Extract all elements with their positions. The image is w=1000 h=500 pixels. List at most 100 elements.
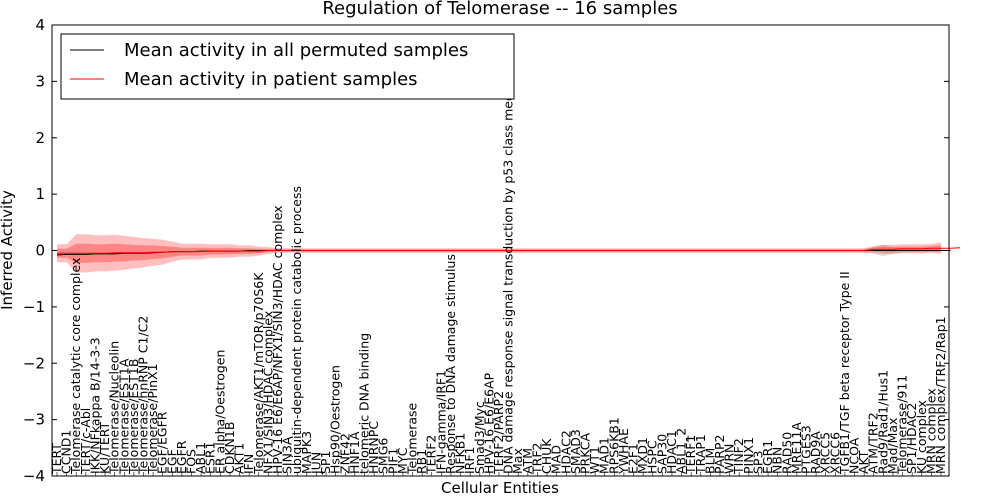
y-tick-label: −1 — [23, 298, 45, 316]
x-tick-label: ubiquitin-dependent protein catabolic pr… — [289, 186, 304, 474]
x-tick-label: XRCC5 — [818, 432, 833, 474]
x-tick-label: SIN3A — [280, 436, 295, 474]
x-tick-label: WT1 — [587, 446, 602, 474]
x-tick-label: SAP30 — [654, 434, 669, 474]
plot-area — [56, 234, 961, 273]
x-tick-label: ATM — [520, 448, 535, 474]
x-tick-label: EGF — [164, 449, 179, 474]
x-tick-label: HPV-16 E6/E6AP — [481, 372, 496, 474]
x-tick-label: MRN complex/TRF2/Rap1 — [933, 316, 948, 474]
x-tick-label: EGF/EGFR — [155, 411, 170, 474]
legend-box — [60, 33, 515, 100]
x-tick-label: Mad/Max — [885, 418, 900, 474]
x-tick-label: SP1/HDAC2 — [904, 403, 919, 474]
x-tick-label: JUN — [308, 452, 323, 475]
x-tick-label: XRCC6 — [827, 432, 842, 474]
x-tick-label: Telomerase/Nucleolin — [107, 341, 122, 475]
x-tick-label: RAD9A — [808, 431, 823, 474]
x-tick-label: SMG6 — [376, 438, 391, 474]
x-tick-label: IFN — [241, 454, 256, 474]
x-tick-label: MXD1 — [635, 437, 650, 474]
legend-label-permuted: Mean activity in all permuted samples — [124, 40, 468, 61]
x-tick-label: RB1 — [414, 449, 429, 474]
x-tick-label: DNA damage response signal transduction … — [501, 63, 516, 474]
x-tick-label: CCND1 — [59, 430, 74, 474]
x-tick-label: NBN — [770, 447, 785, 474]
x-tick-label: HDAC2 — [558, 430, 573, 474]
x-tick-label: ESR1 — [203, 442, 218, 474]
y-tick-label: −2 — [23, 354, 45, 372]
y-axis-ticks: −4 −3 −2 −1 0 1 2 3 4 — [23, 16, 949, 485]
x-tick-label: SMAD3 — [568, 429, 583, 474]
x-tick-label: BLM — [702, 448, 717, 474]
x-tick-label: Telomerase — [405, 402, 420, 475]
x-tick-label: Telomerase/EST1A — [116, 358, 131, 475]
x-tick-label: Smad3/Myc — [472, 401, 487, 474]
x-tick-label: NCOA — [847, 437, 862, 474]
x-tick-label: PRKCA — [578, 433, 593, 474]
x-tick-label: TGFB1/TGF beta receptor Type II — [837, 271, 852, 475]
x-tick-label: TINF2 — [731, 438, 746, 475]
x-tick-label: HSPC — [645, 440, 660, 474]
y-axis-label: Inferred Activity — [0, 190, 16, 310]
x-tick-label: WRN — [722, 444, 737, 474]
x-tick-label: TERF1 — [683, 435, 698, 475]
x-tick-label: RPS6KB1 — [606, 417, 621, 474]
x-tick-label: YWHAE — [616, 428, 631, 475]
x-tick-label: SP1 — [318, 451, 333, 474]
x-tick-label: TRAP1 — [693, 434, 708, 475]
x-tick-label: TRF2 — [529, 443, 544, 475]
x-tick-label: PIF1 — [385, 448, 400, 474]
chart-title: Regulation of Telomerase -- 16 samples — [322, 0, 677, 19]
x-tick-label: TERT/c-Abl — [78, 408, 93, 475]
x-tick-label: Telomerase/911 — [895, 375, 910, 475]
x-tick-label: ZNF42 — [337, 433, 352, 474]
x-tick-label: FOS — [184, 449, 199, 474]
patient-band-2std — [57, 234, 941, 273]
x-tick-label: Rad9/Rad1/Hus1 — [875, 370, 890, 474]
x-tick-label: AKT — [856, 450, 871, 474]
x-axis-label: Cellular Entities — [441, 479, 559, 497]
x-tick-label: Telomerase/EST1B — [126, 359, 141, 475]
x-tick-label: Telomerase catalytic core complex — [68, 258, 83, 475]
patient-band-1std — [57, 243, 941, 263]
x-tick-label: E2F1 — [626, 443, 641, 474]
x-tick-label: HDAC1 — [664, 430, 679, 474]
y-tick-label: 2 — [35, 129, 45, 147]
x-tick-label: PARP2 — [712, 435, 727, 474]
y-tick-label: 4 — [35, 16, 45, 34]
legend-label-patient: Mean activity in patient samples — [124, 69, 418, 90]
x-tick-label: TERT — [49, 443, 64, 475]
x-tick-label: TERF2 — [424, 435, 439, 475]
x-tick-label: ABL1_2 — [674, 428, 689, 474]
x-tick-label: Hsp90/Oestrogen — [328, 365, 343, 474]
y-tick-label: 3 — [35, 72, 45, 90]
x-tick-label: Max — [510, 448, 525, 474]
x-tick-label: Telomerase/AKT1/mTOR/p70S6K — [251, 272, 266, 475]
plot-frame — [51, 24, 950, 477]
x-tick-label: KU complex — [914, 400, 929, 474]
x-tick-label: MRE11A — [789, 422, 804, 474]
x-tick-label: MAD1 — [597, 437, 612, 474]
x-tick-label: NFX1/SIN3/HDAC complex — [260, 311, 275, 474]
x-tick-label: ABL1 — [193, 442, 208, 474]
x-tick-label: MYC — [395, 447, 410, 474]
x-tick-label: HNF1A — [347, 431, 362, 474]
x-tick-label: NFKB1 — [453, 433, 468, 474]
x-tick-label: KU/TERT — [97, 421, 112, 474]
y-tick-label: −4 — [23, 467, 45, 485]
x-tick-label: PINX1 — [741, 437, 756, 474]
x-tick-label: TERF2/PARP2 — [491, 391, 506, 475]
x-tick-label: EGFR — [174, 440, 189, 474]
patient-mean-line — [57, 247, 961, 254]
x-tick-label: HPV-16 E6/E6AP/NFX1/SIN3/HDAC complex — [270, 205, 285, 474]
x-tick-label: RAD50 — [779, 432, 794, 474]
y-tick-label: −3 — [23, 411, 45, 429]
x-tick-label: telomeric DNA binding — [357, 333, 372, 474]
x-tick-label: CHUK — [539, 438, 554, 474]
x-tick-label: CDKN1B — [222, 422, 237, 474]
x-tick-label: IKK/NFkappa B/14-3-3 — [87, 337, 102, 474]
y-tick-label: 1 — [35, 185, 45, 203]
x-tick-label: SP3 — [750, 451, 765, 474]
